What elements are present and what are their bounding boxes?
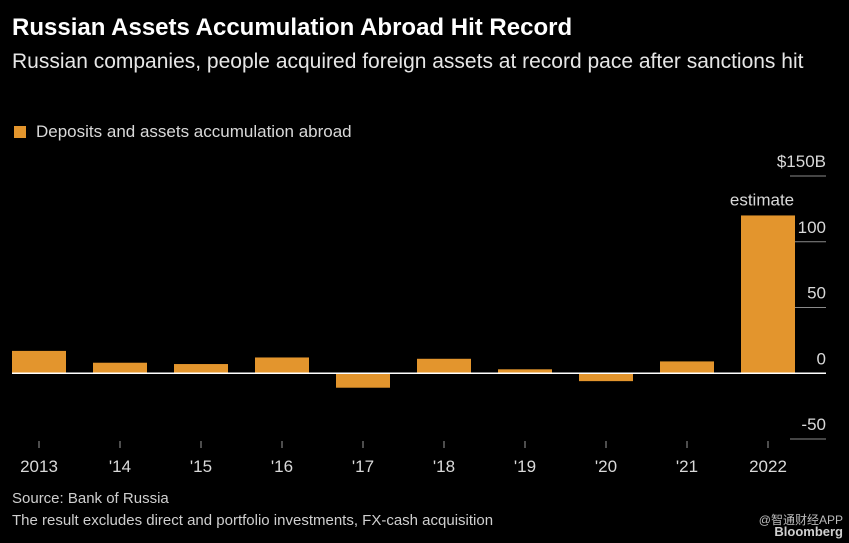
bar-14 — [93, 362, 147, 374]
x-tick-label: 2013 — [20, 457, 58, 476]
bar-16 — [255, 357, 309, 374]
x-tick-label: '15 — [190, 457, 212, 476]
footnote: The result excludes direct and portfolio… — [12, 512, 494, 529]
x-tick-label: '18 — [433, 457, 455, 476]
watermark-brand: Bloomberg — [774, 524, 843, 539]
x-tick-label: '20 — [595, 457, 617, 476]
x-tick-label: '21 — [676, 457, 698, 476]
chart-subtitle: Russian companies, people acquired forei… — [12, 50, 804, 73]
bar-19 — [498, 369, 552, 374]
bar-18 — [417, 358, 471, 374]
bar-2022 — [741, 215, 795, 374]
watermark: @智通财经APP Bloomberg — [759, 514, 843, 538]
legend-swatch — [14, 126, 26, 138]
y-tick-label: 50 — [807, 284, 826, 303]
chart-title: Russian Assets Accumulation Abroad Hit R… — [12, 14, 573, 41]
bar-15 — [174, 364, 228, 374]
bar-2013 — [12, 350, 66, 374]
estimate-annotation: estimate — [730, 190, 794, 209]
y-tick-label: 100 — [798, 218, 826, 237]
y-tick-label: $150B — [777, 152, 826, 171]
y-tick-label: 0 — [817, 349, 826, 368]
source-note: Source: Bank of Russia — [12, 490, 169, 507]
x-tick-label: 2022 — [749, 457, 787, 476]
bar-17 — [336, 373, 390, 388]
x-tick-label: '17 — [352, 457, 374, 476]
legend-label: Deposits and assets accumulation abroad — [36, 122, 352, 141]
x-tick-label: '19 — [514, 457, 536, 476]
y-tick-label: -50 — [801, 415, 826, 434]
x-tick-label: '16 — [271, 457, 293, 476]
bar-21 — [660, 361, 714, 374]
bar-20 — [579, 373, 633, 382]
watermark-app: @智通财经APP — [758, 513, 843, 527]
x-tick-label: '14 — [109, 457, 131, 476]
legend: Deposits and assets accumulation abroad — [14, 122, 352, 142]
